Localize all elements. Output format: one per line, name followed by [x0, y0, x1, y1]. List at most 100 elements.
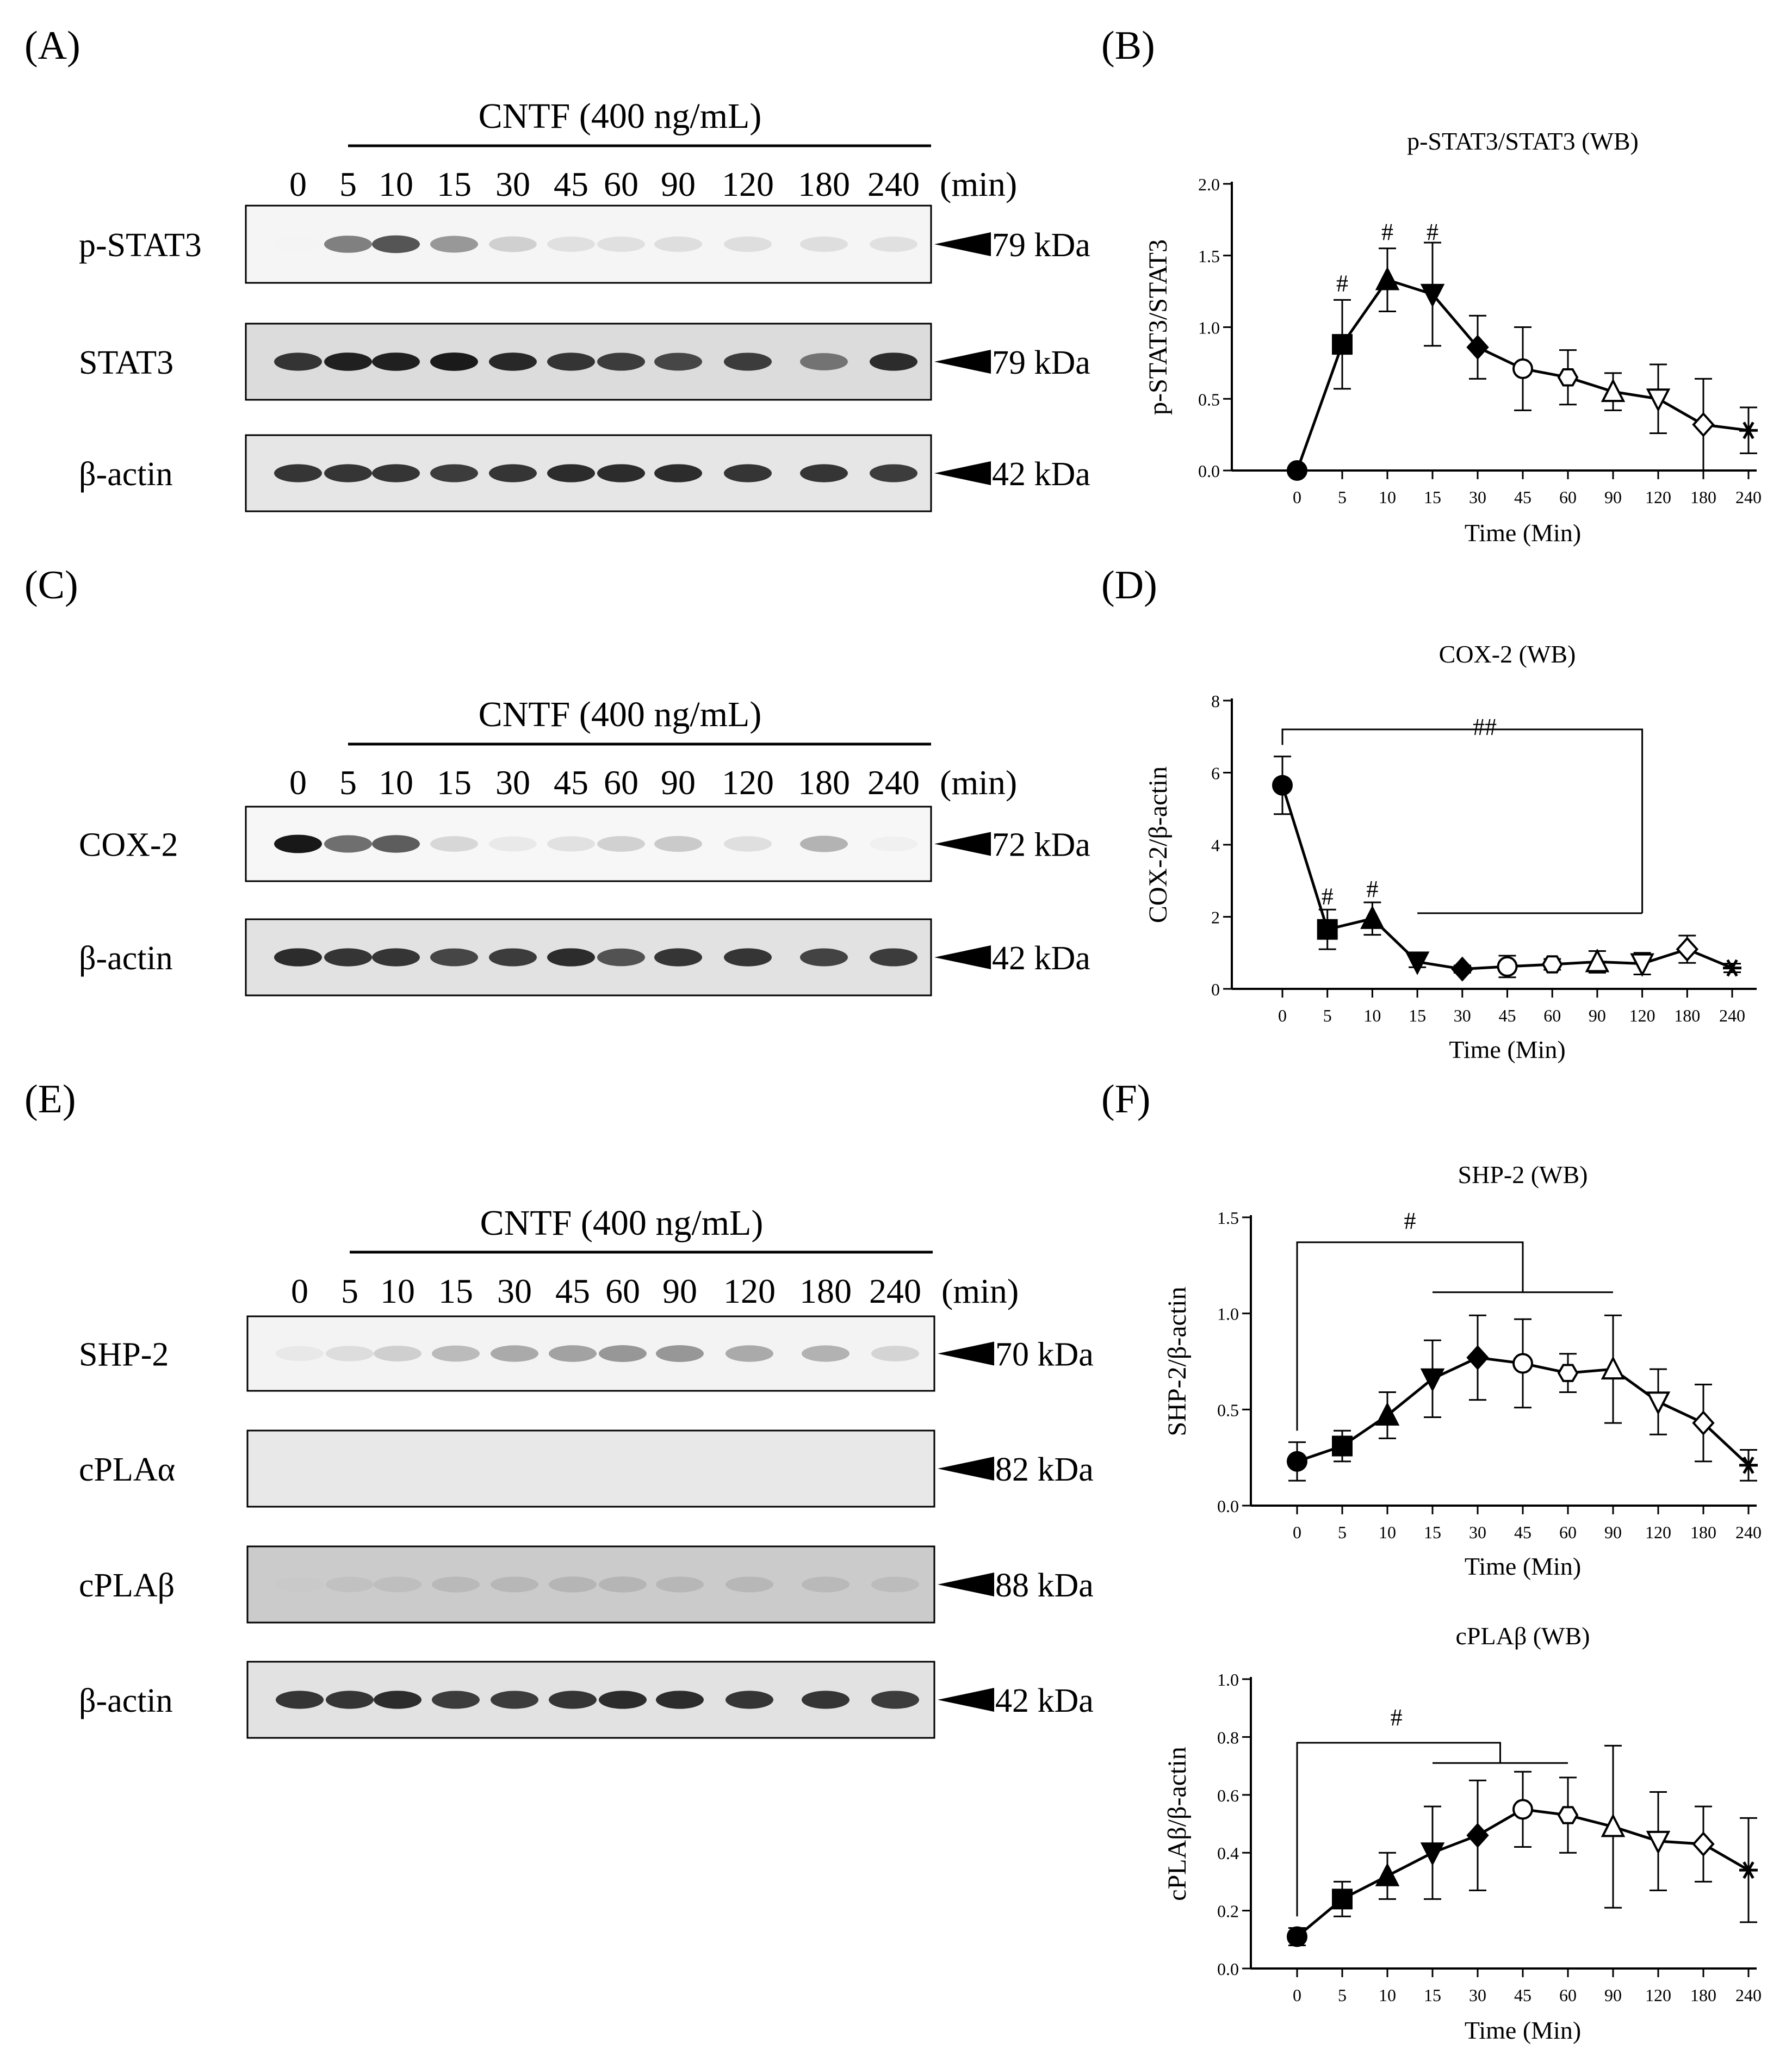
- blot-name: β-actin: [79, 940, 173, 977]
- x-tick-label: 180: [1674, 1006, 1700, 1025]
- y-tick-label: 8: [1211, 691, 1220, 711]
- data-point: [1723, 959, 1741, 977]
- arrowhead-marker: [934, 832, 991, 856]
- data-point: [1466, 1345, 1489, 1370]
- blot-band: [430, 236, 478, 253]
- x-tick-label: 10: [1379, 1985, 1396, 2005]
- y-tick-label: 2.0: [1198, 175, 1220, 194]
- blot-band: [489, 236, 537, 252]
- chart-title: COX-2 (WB): [1439, 640, 1576, 668]
- lane-label: 90: [661, 763, 696, 802]
- kda-label: 70 kDa: [995, 1336, 1094, 1373]
- blot-band: [870, 236, 917, 252]
- y-tick-label: 0.0: [1198, 461, 1220, 481]
- lane-label: 5: [339, 165, 357, 203]
- data-point: [1360, 905, 1385, 929]
- x-tick-label: 45: [1514, 487, 1531, 507]
- data-point: [1585, 948, 1610, 973]
- y-tick-label: 1.0: [1217, 1670, 1239, 1689]
- significance-mark: ##: [1473, 714, 1497, 740]
- blot-name: COX-2: [79, 827, 178, 864]
- data-point: [1541, 955, 1563, 974]
- data-point: [1646, 1391, 1671, 1415]
- x-tick-label: 10: [1363, 1006, 1381, 1025]
- blot-band: [324, 948, 372, 967]
- x-tick-label: 15: [1409, 1006, 1426, 1025]
- x-tick-label: 10: [1379, 1522, 1396, 1542]
- blot-band: [374, 1345, 421, 1362]
- blot-band: [597, 236, 645, 252]
- significance-bracket: [1296, 1742, 1501, 1917]
- blot-band: [654, 352, 702, 371]
- panel-label-a: (A): [24, 23, 80, 68]
- blot-band: [599, 1576, 647, 1593]
- lane-label: 10: [379, 763, 413, 802]
- blot-band: [800, 236, 848, 252]
- blot-band: [724, 352, 772, 371]
- blot-band: [491, 1576, 538, 1593]
- blot-band: [724, 464, 772, 482]
- blot-band: [871, 1346, 919, 1361]
- data-point: [1739, 1456, 1758, 1474]
- data-point: [1646, 1830, 1671, 1855]
- data-point-stroke: [1726, 959, 1738, 977]
- blot-band: [372, 948, 420, 967]
- blot-band: [656, 1691, 704, 1709]
- data-point: [1375, 1862, 1400, 1886]
- chart-cplab: cPLAβ (WB) 0.0 0.2 0.4 0.6 0.8 1.0 0 5 10 15 30 45 60…: [1163, 1622, 1762, 2044]
- y-tick-label: 0.2: [1217, 1902, 1239, 1921]
- lane-label: 10: [380, 1272, 415, 1310]
- blot-name: cPLAα: [79, 1451, 175, 1488]
- significance-mark: #: [1404, 1208, 1416, 1234]
- blot-band: [870, 948, 917, 967]
- blot-band: [372, 235, 420, 253]
- blot-band: [432, 1461, 480, 1476]
- data-point: [1692, 1410, 1715, 1436]
- lane-label: 120: [723, 1272, 776, 1310]
- blot-band: [430, 948, 478, 967]
- x-tick-label: 120: [1645, 1522, 1671, 1542]
- blot-band: [276, 1691, 324, 1709]
- series-line: [1281, 784, 1733, 971]
- blot-band: [597, 464, 645, 482]
- blot-band: [324, 464, 372, 482]
- x-tick-label: 10: [1379, 487, 1396, 507]
- x-axis-title: Time (Min): [1465, 2016, 1581, 2044]
- blot-band: [597, 948, 645, 967]
- lane-label: 120: [722, 165, 774, 203]
- data-point: [1420, 283, 1445, 308]
- data-point: [1317, 919, 1338, 940]
- x-tick-label: 0: [1278, 1006, 1287, 1025]
- x-tick-label: 0: [1293, 1522, 1301, 1542]
- lane-label: 180: [799, 1272, 852, 1310]
- data-point: [1692, 412, 1715, 437]
- blot-band: [802, 1691, 850, 1709]
- blot-band: [654, 948, 702, 967]
- significance-mark: #: [1381, 219, 1393, 245]
- x-axis-title: Time (Min): [1465, 519, 1581, 547]
- data-point: [1451, 956, 1474, 982]
- blot-membrane: [246, 1429, 935, 1508]
- lane-label: 15: [437, 165, 472, 203]
- x-tick-label: 180: [1690, 1985, 1716, 2005]
- treatment-header: CNTF (400 ng/mL): [479, 96, 762, 136]
- data-point: [1420, 1842, 1445, 1866]
- lane-label: 60: [605, 1272, 640, 1310]
- blot-band: [656, 1461, 704, 1476]
- blot-band: [724, 836, 772, 852]
- y-tick-label: 0.5: [1198, 389, 1220, 409]
- blot-name: β-actin: [79, 1682, 173, 1719]
- arrowhead-marker: [934, 945, 991, 969]
- data-point: [1512, 1799, 1533, 1820]
- data-point: [1646, 388, 1671, 412]
- y-tick-label: 0.8: [1217, 1728, 1239, 1747]
- kda-label: 42 kDa: [992, 456, 1090, 493]
- y-tick-label: 0.6: [1217, 1786, 1239, 1805]
- lane-label: 90: [661, 165, 696, 203]
- blot-band: [802, 1345, 850, 1362]
- kda-label: 88 kDa: [995, 1567, 1094, 1604]
- y-tick-label: 6: [1211, 764, 1220, 783]
- data-point-stroke: [1743, 1456, 1754, 1474]
- blot-band: [654, 835, 702, 852]
- significance-mark: #: [1336, 270, 1348, 297]
